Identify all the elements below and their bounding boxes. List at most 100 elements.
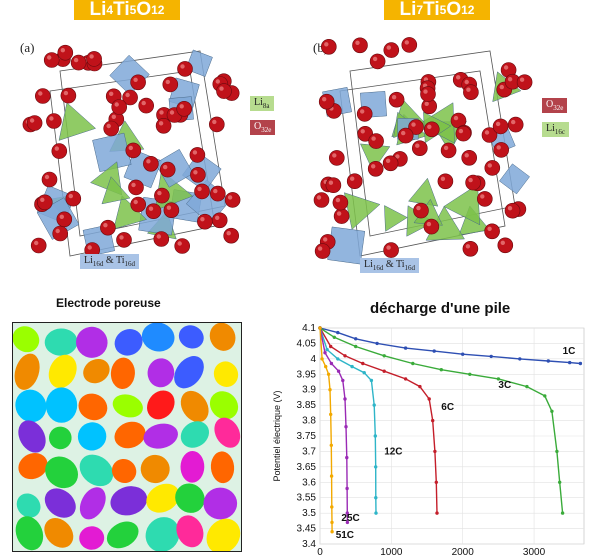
oxygen-atom (30, 237, 47, 254)
porous-electrode-illustration (12, 322, 242, 552)
tag-text: Li (364, 259, 373, 270)
oxygen-highlight (197, 186, 202, 192)
data-point-25C (344, 425, 348, 429)
oxygen-highlight (63, 90, 69, 96)
oxygen-atom (86, 51, 102, 67)
oxygen-atom (332, 194, 349, 211)
tag-sub: 16d (124, 260, 136, 268)
data-point-3C (543, 394, 547, 398)
oxygen-highlight (466, 87, 471, 92)
oxygen-highlight (404, 40, 409, 45)
formula-sub: 4 (106, 3, 114, 17)
oxygen-atom (103, 120, 119, 137)
oxygen-highlight (59, 214, 64, 219)
data-point-6C (427, 397, 431, 401)
tag-sub: 16d (92, 260, 104, 268)
x-tick-label: 1000 (380, 547, 403, 556)
oxygen-highlight (360, 109, 365, 114)
particle (14, 353, 40, 390)
oxygen-atom (197, 213, 213, 230)
y-tick-label: 4 (310, 354, 316, 365)
oxygen-highlight (219, 86, 224, 91)
data-point-6C (418, 384, 422, 389)
oxygen-atom (130, 74, 146, 91)
data-point-12C (325, 347, 329, 352)
data-point-6C (433, 449, 437, 454)
tag-li16d-ti16d-a: Li16d & Ti16d (80, 254, 140, 269)
tag-text: & Ti (383, 259, 405, 270)
tag-text: Li (254, 97, 263, 108)
particle (114, 421, 146, 449)
oxygen-atom (223, 227, 239, 244)
oxygen-atom (60, 87, 77, 104)
particle (83, 358, 110, 384)
particle (206, 518, 241, 551)
data-point-25C (345, 455, 349, 460)
oxygen-highlight (487, 226, 492, 231)
oxygen-atom (162, 76, 179, 93)
oxygen-atom (369, 53, 386, 70)
oxygen-highlight (423, 89, 428, 94)
particle (213, 361, 239, 387)
particle (79, 454, 114, 487)
particle (146, 483, 180, 513)
particle (77, 422, 107, 451)
oxygen-atom (100, 219, 116, 236)
oxygen-highlight (103, 223, 108, 228)
particle (18, 420, 46, 453)
tetrahedron (101, 176, 131, 205)
data-point-1C (432, 349, 436, 353)
oxygen-atom (153, 231, 170, 247)
oxygen-atom (440, 142, 457, 159)
oxygen-highlight (215, 79, 220, 84)
particle (45, 387, 78, 423)
particle (110, 357, 135, 389)
particle (13, 326, 40, 353)
oxygen-atom (328, 150, 345, 166)
oxygen-atom (154, 187, 170, 204)
particle (114, 329, 143, 356)
oxygen-highlight (464, 153, 469, 158)
oxygen-atom (477, 191, 493, 207)
y-tick-label: 3.4 (302, 539, 316, 550)
particle (178, 325, 204, 349)
oxygen-highlight (480, 194, 485, 199)
particle (110, 486, 148, 516)
data-point-6C (343, 354, 347, 358)
oxygen-atom (383, 42, 400, 58)
oxygen-atom (497, 237, 514, 254)
data-point-51C (318, 326, 322, 330)
oxygen-atom (143, 156, 159, 172)
data-point-25C (343, 397, 347, 401)
oxygen-highlight (163, 164, 168, 170)
tag-li16c: Li16c (542, 122, 569, 137)
y-tick-label: 3.8 (302, 416, 316, 427)
x-tick-label: 3000 (523, 547, 546, 556)
particle (49, 426, 72, 450)
oxygen-atom (224, 192, 241, 208)
oxygen-highlight (141, 100, 146, 106)
data-point-25C (341, 378, 345, 383)
oxygen-atom (177, 61, 193, 77)
data-point-3C (468, 372, 472, 376)
oxygen-highlight (54, 146, 59, 151)
oxygen-highlight (60, 48, 65, 53)
oxygen-atom (46, 113, 62, 129)
oxygen-atom (493, 142, 509, 158)
tag-sub: 16d (372, 264, 384, 272)
oxygen-atom (420, 86, 436, 102)
oxygen-highlight (146, 159, 151, 164)
tetrahedron (58, 102, 97, 141)
tag-li8a: Li8a (250, 96, 274, 111)
tag-sub: 32e (553, 104, 564, 112)
data-point-6C (329, 344, 333, 349)
oxygen-atom (368, 133, 384, 149)
oxygen-atom (413, 202, 429, 219)
particle (45, 456, 79, 489)
formula-sub: 7 (416, 3, 424, 17)
particle (176, 515, 204, 548)
y-tick-label: 3.9 (302, 385, 316, 396)
oxygen-atom (189, 147, 206, 163)
oxygen-highlight (453, 115, 459, 121)
oxygen-highlight (360, 129, 365, 134)
